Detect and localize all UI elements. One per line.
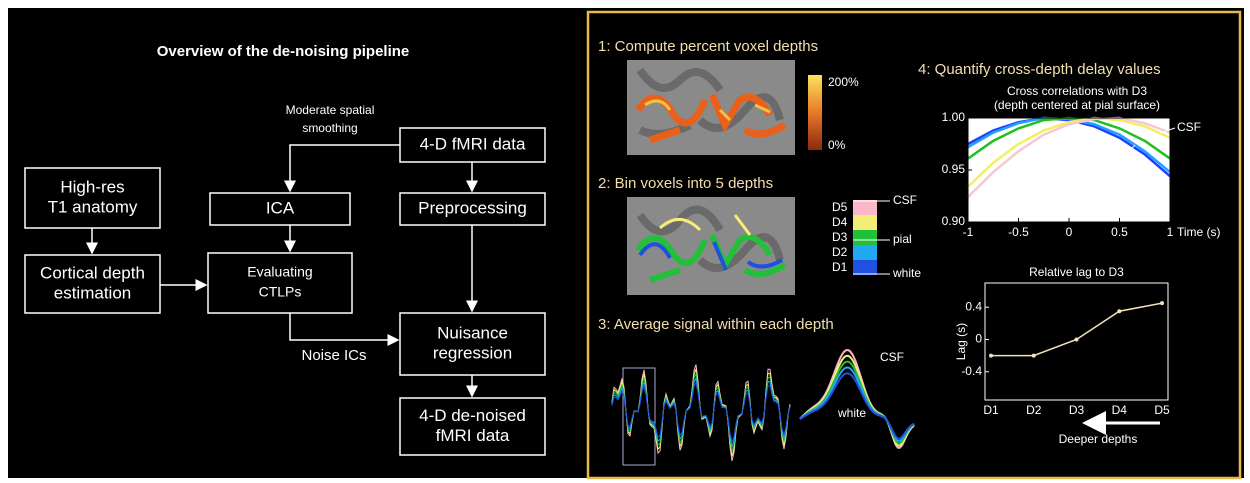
x-tick-label: D3 (1069, 403, 1085, 417)
x-tick-label: D2 (1026, 403, 1042, 417)
depth-bin (853, 215, 877, 230)
figure: Overview of the de-noising pipeline High… (0, 0, 1250, 483)
step-title: 2: Bin voxels into 5 depths (598, 175, 773, 192)
node-label: Evaluating (247, 264, 312, 280)
depth-label: D1 (832, 260, 848, 274)
y-tick-label: 1.00 (942, 110, 966, 124)
chart-title: Relative lag to D3 (1029, 265, 1124, 279)
node-label: regression (433, 343, 512, 362)
colorbar (808, 75, 822, 150)
depth-bin (853, 230, 877, 245)
node-label: T1 anatomy (48, 197, 138, 216)
x-tick-label: 1 (1167, 225, 1174, 239)
lag-point (1160, 301, 1164, 305)
y-tick-label: 0 (975, 332, 982, 346)
y-tick-label: 0.4 (965, 299, 982, 313)
x-tick-label: D4 (1112, 403, 1128, 417)
step-title: 1: Compute percent voxel depths (598, 38, 818, 55)
x-tick-label: D1 (983, 403, 999, 417)
node-label: 4-D fMRI data (420, 134, 526, 153)
depth-bin (853, 200, 877, 215)
node-label: CTLPs (259, 284, 302, 300)
node-label: High-res (60, 177, 124, 196)
edge-label: Moderate spatial (286, 103, 375, 117)
lag-point (1032, 354, 1036, 358)
lag-point (989, 354, 993, 358)
y-axis-label: Lag (s) (954, 323, 968, 360)
brain-image (627, 197, 795, 295)
surface-label: white (892, 266, 921, 280)
annotation: white (1117, 156, 1146, 170)
surface-label: CSF (893, 193, 917, 207)
trace-label: white (837, 406, 866, 420)
edge-label: smoothing (302, 121, 357, 135)
chart-title: (depth centered at pial surface) (994, 98, 1160, 112)
y-tick-label: -0.4 (961, 364, 982, 378)
brain-image (627, 60, 795, 155)
surface-label: pial (893, 232, 912, 246)
lag-point (1075, 337, 1079, 341)
annotation: Deeper depths (1059, 432, 1138, 446)
step-title: 3: Average signal within each depth (598, 316, 834, 333)
x-tick-label: -1 (963, 225, 974, 239)
x-tick-label: D5 (1154, 403, 1170, 417)
depth-label: D3 (832, 230, 848, 244)
depth-label: D2 (832, 245, 848, 259)
depth-bin (853, 245, 877, 260)
depth-bin (853, 260, 877, 275)
node-label: 4-D de-noised (419, 406, 526, 425)
annotation: CSF (1177, 120, 1201, 134)
trace-label: CSF (880, 350, 904, 364)
x-tick-label: -0.5 (1008, 225, 1029, 239)
node-label: estimation (54, 283, 131, 302)
x-tick-label: 0 (1066, 225, 1073, 239)
chart-title: Cross correlations with D3 (1007, 84, 1147, 98)
node-label: Preprocessing (418, 198, 527, 217)
depth-label: D5 (832, 200, 848, 214)
x-axis-label: Time (s) (1177, 225, 1221, 239)
lag-point (1117, 309, 1121, 313)
step-title: 4: Quantify cross-depth delay values (918, 61, 1161, 78)
node-label: Cortical depth (40, 263, 145, 282)
node-label: ICA (266, 198, 295, 217)
x-tick-label: 0.5 (1111, 225, 1128, 239)
colorbar-label: 0% (828, 138, 846, 152)
depth-label: D4 (832, 215, 848, 229)
y-tick-label: 0.95 (942, 162, 966, 176)
node-label: fMRI data (436, 426, 510, 445)
edge-label: Noise ICs (301, 347, 366, 364)
panel-title: Overview of the de-noising pipeline (157, 43, 410, 60)
node-label: Nuisance (437, 323, 508, 342)
colorbar-label: 200% (828, 75, 859, 89)
